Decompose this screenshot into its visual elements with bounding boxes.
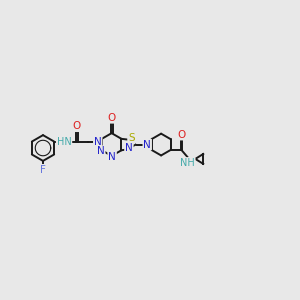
Text: S: S [128,134,135,143]
Text: N: N [143,140,151,150]
Text: N: N [125,143,133,153]
Text: N: N [97,146,105,156]
Text: HN: HN [57,136,71,147]
Text: N: N [108,152,116,162]
Text: NH: NH [180,158,195,168]
Text: O: O [177,130,186,140]
Text: O: O [107,113,116,123]
Text: F: F [40,165,46,175]
Text: O: O [73,121,81,131]
Text: N: N [94,136,102,147]
